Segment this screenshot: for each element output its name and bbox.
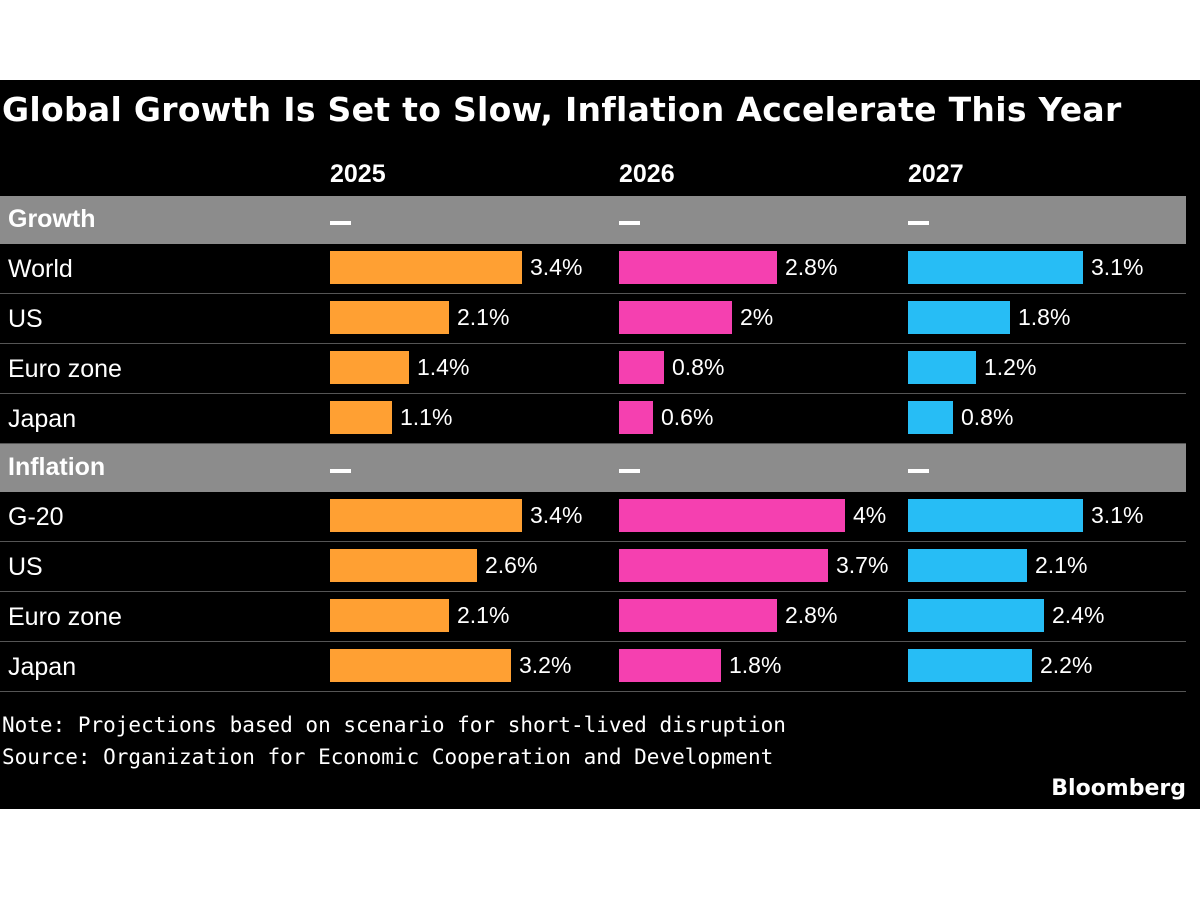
chart-title: Global Growth Is Set to Slow, Inflation … <box>2 90 1122 129</box>
table-row: Japan 3.2% 1.8% 2.2% <box>0 642 1186 692</box>
bar-2025 <box>330 301 449 334</box>
section-label: Growth <box>8 205 96 233</box>
bar-2027 <box>908 649 1032 682</box>
column-header-2025: 2025 <box>330 160 386 188</box>
bar-2026 <box>619 549 828 582</box>
data-label: 3.4% <box>530 502 583 528</box>
chart-panel: Global Growth Is Set to Slow, Inflation … <box>0 80 1200 809</box>
row-label: US <box>8 553 43 581</box>
data-label: 1.1% <box>400 404 453 430</box>
data-label: 3.4% <box>530 254 583 280</box>
data-label: 2.1% <box>1035 552 1088 578</box>
section-dash-marker <box>619 221 640 225</box>
row-divider <box>0 443 1186 444</box>
table-row: G-20 3.4% 4% 3.1% <box>0 492 1186 542</box>
row-divider <box>0 691 1186 692</box>
section-header-inflation: Inflation <box>0 444 1186 492</box>
row-label: Japan <box>8 653 77 681</box>
data-label: 3.1% <box>1091 502 1144 528</box>
data-label: 1.4% <box>417 354 470 380</box>
bar-2026 <box>619 499 845 532</box>
section-dash-marker <box>330 469 351 473</box>
section-dash-marker <box>330 221 351 225</box>
section-dash-marker <box>619 469 640 473</box>
table-row: Euro zone 1.4% 0.8% 1.2% <box>0 344 1186 394</box>
data-label: 2.1% <box>457 602 510 628</box>
table-row: US 2.1% 2% 1.8% <box>0 294 1186 344</box>
bar-2027 <box>908 499 1083 532</box>
section-header-growth: Growth <box>0 196 1186 244</box>
bar-2025 <box>330 251 522 284</box>
row-label: Japan <box>8 405 77 433</box>
bar-2025 <box>330 549 477 582</box>
bar-2026 <box>619 599 777 632</box>
bar-2025 <box>330 401 392 434</box>
bar-2027 <box>908 549 1027 582</box>
row-divider <box>0 393 1186 394</box>
row-divider <box>0 541 1186 542</box>
bar-2025 <box>330 351 409 384</box>
source-text: Source: Organization for Economic Cooper… <box>2 745 774 769</box>
column-header-2026: 2026 <box>619 160 675 188</box>
data-label: 1.8% <box>1018 304 1071 330</box>
data-label: 3.1% <box>1091 254 1144 280</box>
row-divider <box>0 641 1186 642</box>
data-label: 1.8% <box>729 652 782 678</box>
bar-2026 <box>619 301 732 334</box>
row-label: World <box>8 255 73 283</box>
bar-2027 <box>908 401 953 434</box>
table-row: Euro zone 2.1% 2.8% 2.4% <box>0 592 1186 642</box>
table-row: Japan 1.1% 0.6% 0.8% <box>0 394 1186 444</box>
data-label: 1.2% <box>984 354 1037 380</box>
row-divider <box>0 343 1186 344</box>
bar-2025 <box>330 599 449 632</box>
bar-2026 <box>619 649 721 682</box>
bar-2027 <box>908 599 1044 632</box>
data-label: 3.7% <box>836 552 889 578</box>
row-label: G-20 <box>8 503 64 531</box>
bar-2026 <box>619 401 653 434</box>
bar-2027 <box>908 351 976 384</box>
data-label: 2% <box>740 304 774 330</box>
bar-2026 <box>619 351 664 384</box>
table-row: World 3.4% 2.8% 3.1% <box>0 244 1186 294</box>
data-label: 2.6% <box>485 552 538 578</box>
column-header-2027: 2027 <box>908 160 964 188</box>
section-dash-marker <box>908 469 929 473</box>
row-label: Euro zone <box>8 603 122 631</box>
table-row: US 2.6% 3.7% 2.1% <box>0 542 1186 592</box>
bloomberg-logo: Bloomberg <box>1051 776 1186 801</box>
bar-2025 <box>330 649 511 682</box>
data-label: 2.8% <box>785 254 838 280</box>
bar-2025 <box>330 499 522 532</box>
row-divider <box>0 591 1186 592</box>
data-label: 3.2% <box>519 652 572 678</box>
row-divider <box>0 293 1186 294</box>
data-label: 2.8% <box>785 602 838 628</box>
data-label: 2.1% <box>457 304 510 330</box>
data-label: 4% <box>853 502 887 528</box>
section-dash-marker <box>908 221 929 225</box>
data-label: 0.6% <box>661 404 714 430</box>
row-label: Euro zone <box>8 355 122 383</box>
data-label: 0.8% <box>672 354 725 380</box>
row-label: US <box>8 305 43 333</box>
data-label: 2.2% <box>1040 652 1093 678</box>
note-text: Note: Projections based on scenario for … <box>2 713 786 737</box>
bar-2027 <box>908 251 1083 284</box>
bar-2026 <box>619 251 777 284</box>
data-label: 2.4% <box>1052 602 1105 628</box>
bar-2027 <box>908 301 1010 334</box>
data-label: 0.8% <box>961 404 1014 430</box>
section-label: Inflation <box>8 453 106 481</box>
